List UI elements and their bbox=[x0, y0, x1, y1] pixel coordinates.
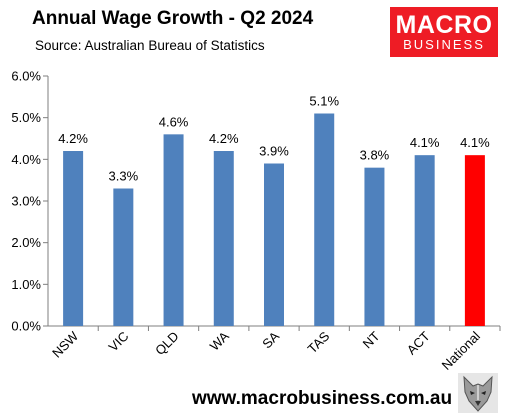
bar-act bbox=[414, 155, 435, 326]
bar-qld bbox=[163, 134, 184, 326]
x-tick-label: TAS bbox=[305, 328, 333, 356]
x-tick-label: ACT bbox=[404, 328, 433, 357]
y-tick-label: 2.0% bbox=[11, 235, 41, 250]
x-tick-label: NT bbox=[360, 328, 383, 351]
chart-source: Source: Australian Bureau of Statistics bbox=[35, 38, 265, 53]
data-label: 4.6% bbox=[159, 114, 189, 129]
logo-text-bottom: BUSINESS bbox=[403, 37, 485, 52]
macrobusiness-logo: MACRO BUSINESS bbox=[390, 7, 498, 57]
y-tick-label: 3.0% bbox=[11, 194, 41, 209]
wolf-logo-icon bbox=[458, 373, 498, 413]
x-tick-label: SA bbox=[259, 328, 282, 351]
data-label: 4.2% bbox=[58, 131, 88, 146]
y-tick-label: 5.0% bbox=[11, 110, 41, 125]
bar-sa bbox=[264, 163, 284, 326]
data-label: 4.1% bbox=[460, 135, 490, 150]
y-tick-label: 6.0% bbox=[11, 69, 41, 84]
data-label: 4.2% bbox=[209, 131, 239, 146]
bar-tas bbox=[314, 113, 335, 326]
bar-vic bbox=[113, 188, 134, 326]
data-label: 3.8% bbox=[360, 148, 390, 163]
y-tick-label: 0.0% bbox=[11, 319, 41, 334]
bar-wa bbox=[213, 151, 234, 326]
x-tick-label: National bbox=[439, 328, 483, 372]
data-label: 3.9% bbox=[259, 144, 289, 159]
data-label: 4.1% bbox=[410, 135, 440, 150]
bar-chart: 0.0% 1.0% 2.0% 3.0% 4.0% 5.0% 6.0% 4.2% NSW 3.3% V… bbox=[11, 69, 501, 373]
bar-nsw bbox=[63, 151, 84, 326]
x-tick-label: WA bbox=[207, 328, 232, 353]
data-label: 3.3% bbox=[109, 169, 139, 184]
y-tick-label: 4.0% bbox=[11, 152, 41, 167]
logo-text-top: MACRO bbox=[395, 11, 493, 39]
bar-national bbox=[464, 155, 485, 326]
y-tick-label: 1.0% bbox=[11, 277, 41, 292]
x-tick-label: QLD bbox=[152, 329, 182, 359]
chart-title: Annual Wage Growth - Q2 2024 bbox=[32, 8, 314, 29]
x-tick-label: VIC bbox=[106, 329, 132, 355]
website-url: www.macrobusiness.com.au bbox=[192, 388, 453, 409]
x-tick-label: NSW bbox=[49, 328, 82, 361]
bar-nt bbox=[364, 167, 385, 326]
data-label: 5.1% bbox=[309, 94, 339, 109]
